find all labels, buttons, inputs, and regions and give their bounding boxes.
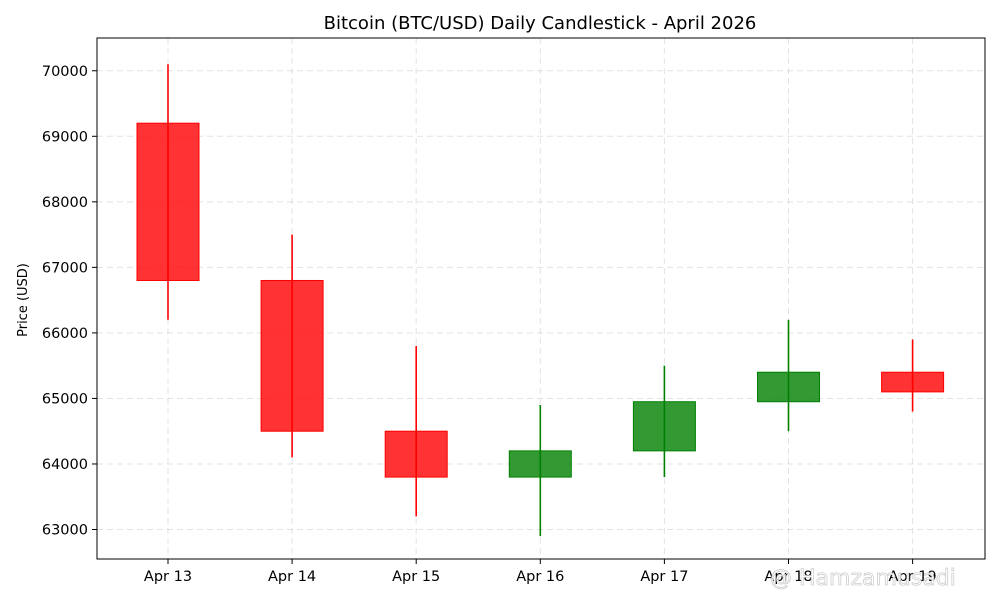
candles [136, 64, 945, 537]
candle-body [757, 371, 820, 403]
candle-body [881, 371, 945, 393]
x-tick-label: Apr 17 [640, 569, 688, 585]
x-tick-label: Apr 15 [392, 569, 440, 585]
y-axis: 63000 64000 65000 66000 67000 68000 69000 70000 [42, 64, 97, 539]
candle-apr-13 [136, 64, 200, 320]
y-tick-label: 64000 [42, 457, 88, 473]
y-tick-label: 63000 [42, 523, 88, 539]
x-tick-label: Apr 14 [268, 569, 316, 585]
y-tick-label: 69000 [42, 129, 88, 145]
y-tick-label: 65000 [42, 391, 88, 407]
y-axis-label: Price (USD) [16, 263, 31, 337]
candle-apr-19 [881, 339, 945, 412]
plot-frame [96, 37, 986, 560]
candle-apr-14 [260, 234, 324, 458]
candle-apr-18 [757, 319, 820, 432]
x-tick-label: Apr 16 [516, 569, 564, 585]
y-tick-label: 66000 [42, 326, 88, 342]
x-tick-label: Apr 18 [764, 569, 812, 585]
y-tick-label: 70000 [42, 64, 88, 80]
candle-body [260, 279, 324, 432]
candle-body [384, 430, 448, 478]
candle-body [508, 450, 572, 478]
candle-apr-15 [384, 346, 448, 517]
x-axis: Apr 13 Apr 14 Apr 15 Apr 16 Apr 17 Apr 18 Apr … [144, 559, 937, 585]
watermark: @ Hamzamusadi [770, 566, 956, 591]
candle-body [136, 122, 200, 281]
candle-apr-17 [632, 365, 696, 478]
chart-title: Bitcoin (BTC/USD) Daily Candlestick - Ap… [324, 13, 757, 34]
y-tick-label: 67000 [42, 260, 88, 276]
x-tick-label: Apr 19 [889, 569, 937, 585]
x-tick-label: Apr 13 [144, 569, 192, 585]
y-tick-label: 68000 [42, 195, 88, 211]
candle-apr-16 [508, 404, 572, 537]
candle-body [632, 401, 696, 452]
